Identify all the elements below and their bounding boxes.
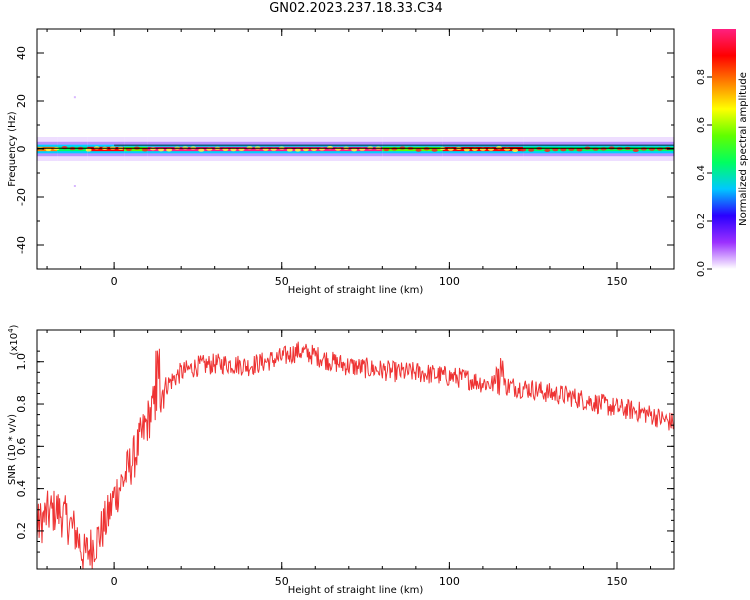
heatmap-xtick-label: 0 <box>111 275 118 288</box>
line-ylabel: SNR (10 * v/v) <box>7 414 18 485</box>
line-xtick-label: 0 <box>111 575 118 588</box>
heatmap-ytick-label: -20 <box>15 188 28 206</box>
line-xtick-label: 150 <box>607 575 628 588</box>
band-speckle <box>495 146 502 150</box>
line-xtick-label: 100 <box>439 575 460 588</box>
band-speckle <box>415 148 422 152</box>
band-speckle <box>230 148 237 152</box>
band-speckle <box>158 148 165 152</box>
line-ytick-label: 0.4 <box>15 480 28 498</box>
band-speckle <box>640 147 647 151</box>
band-speckle <box>552 148 559 152</box>
heatmap-ylabel: Frequency (Hz) <box>7 111 18 187</box>
snr-series-line <box>36 341 675 570</box>
band-speckle <box>294 148 301 152</box>
line-xtick-label: 50 <box>275 575 289 588</box>
colorbar-tick-label: 0.4 <box>696 165 707 181</box>
band-speckle <box>463 148 470 152</box>
heatmap-xtick-label: 50 <box>275 275 289 288</box>
band-speckle <box>632 148 639 152</box>
band-speckle <box>560 148 567 152</box>
colorbar-label: Normalized spectral amplitude <box>738 72 749 226</box>
colorbar <box>712 29 736 269</box>
heatmap-ytick-label: -40 <box>15 236 28 254</box>
band-speckle <box>576 148 583 152</box>
heatmap-xtick-label: 150 <box>607 275 628 288</box>
heatmap-xlabel: Height of straight line (km) <box>288 285 424 296</box>
colorbar-tick-label: 0.0 <box>696 261 707 277</box>
line-ytick-label: 0.2 <box>15 522 28 540</box>
band-speckle <box>431 148 438 152</box>
band-speckle <box>528 148 535 152</box>
band-speckle <box>141 148 148 152</box>
line-xlabel: Height of straight line (km) <box>288 585 424 596</box>
band-speckle <box>544 148 551 153</box>
heatmap-ytick-label: 40 <box>15 46 28 60</box>
band-speckle <box>512 148 519 152</box>
noise-speck <box>73 96 76 99</box>
colorbar-tick-label: 0.8 <box>696 69 707 85</box>
heatmap-ytick-label: 0 <box>15 146 28 153</box>
line-ytick-label: 1.0 <box>15 353 28 371</box>
band-speckle <box>166 148 173 152</box>
band-speckle <box>198 148 205 152</box>
line-scale-text: (x104) <box>7 324 20 355</box>
chart-title: GN02.2023.237.18.33.C34 <box>269 1 443 16</box>
heatmap-xtick-label: 100 <box>439 275 460 288</box>
noise-speck <box>73 185 76 187</box>
band-speckle <box>286 148 293 152</box>
band-speckle <box>85 148 92 152</box>
band-speckle <box>351 148 358 152</box>
band-speckle <box>391 147 398 151</box>
heatmap-ytick-label: 20 <box>15 94 28 108</box>
line-frame <box>36 329 675 570</box>
line-scale-annotation: (x104) <box>7 324 20 355</box>
band-segment <box>523 146 674 152</box>
line-ytick-label: 0.6 <box>15 438 28 456</box>
band-speckle <box>520 148 527 152</box>
colorbar-tick-label: 0.2 <box>696 213 707 229</box>
line-ytick-label: 0.8 <box>15 395 28 413</box>
colorbar-tick-label: 0.6 <box>696 117 707 133</box>
band-speckle <box>600 147 607 151</box>
